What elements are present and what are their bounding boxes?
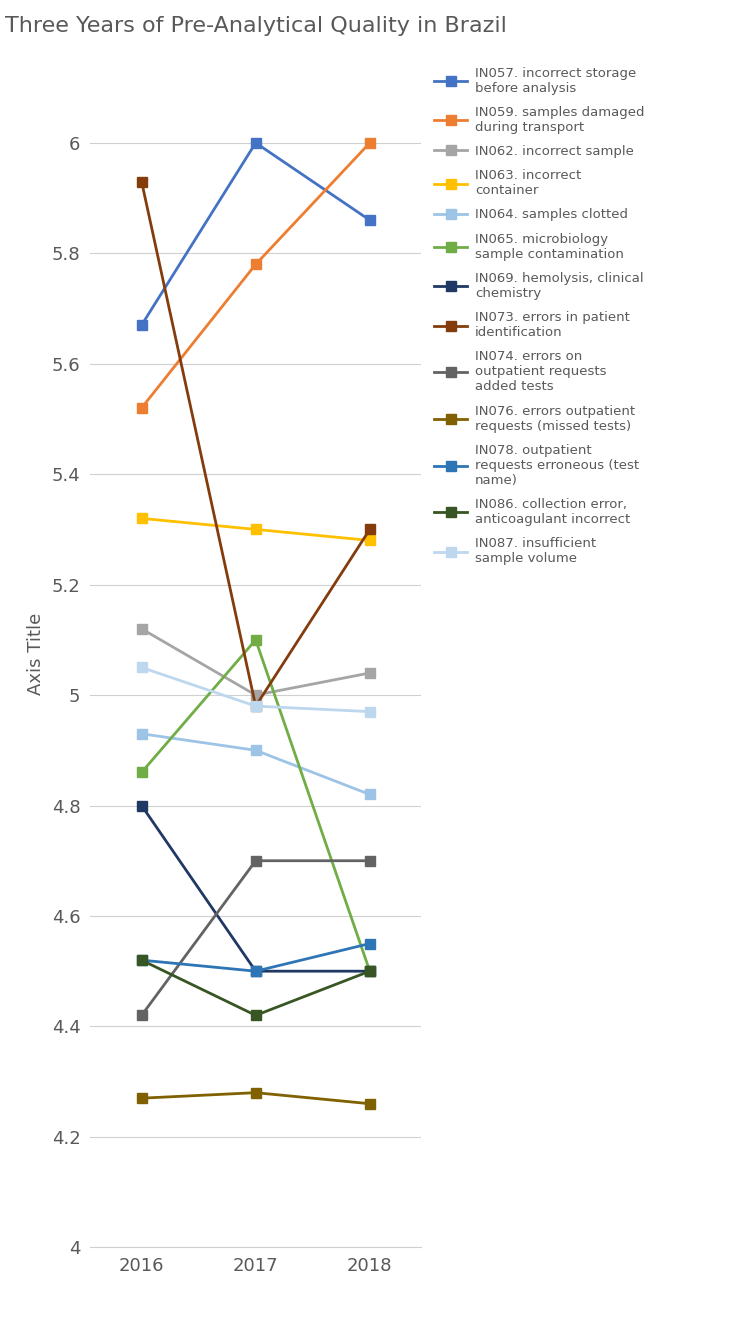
Title: Three Years of Pre-Analytical Quality in Brazil: Three Years of Pre-Analytical Quality in…	[5, 16, 507, 36]
Legend: IN057. incorrect storage
before analysis, IN059. samples damaged
during transpor: IN057. incorrect storage before analysis…	[435, 67, 644, 566]
Y-axis label: Axis Title: Axis Title	[27, 612, 45, 695]
